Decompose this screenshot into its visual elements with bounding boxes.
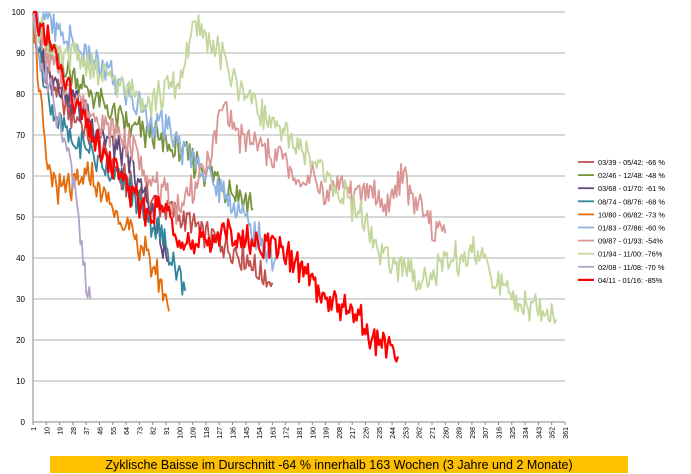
legend-label: 02/08 - 11/08: -70 % xyxy=(598,263,665,272)
series-line xyxy=(32,11,254,214)
x-tick-label: 136 xyxy=(231,427,238,439)
x-tick-label: 235 xyxy=(377,427,384,439)
x-tick-label: 190 xyxy=(310,427,317,439)
y-tick-label: 40 xyxy=(16,254,25,263)
series-line xyxy=(32,11,557,325)
y-tick-label: 50 xyxy=(16,213,25,222)
x-tick-label: 127 xyxy=(217,427,224,439)
x-tick-label: 28 xyxy=(71,427,78,435)
x-tick-label: 172 xyxy=(284,427,291,439)
x-tick-label: 280 xyxy=(443,427,450,439)
legend-label: 10/80 - 06/82: -73 % xyxy=(598,210,665,219)
x-tick-label: 325 xyxy=(510,427,517,439)
x-tick-label: 262 xyxy=(417,427,424,439)
y-tick-label: 100 xyxy=(12,8,26,17)
y-tick-label: 0 xyxy=(21,418,26,427)
legend-label: 09/87 - 01/93: -54% xyxy=(598,237,663,246)
x-tick-label: 82 xyxy=(151,427,158,435)
x-tick-label: 208 xyxy=(337,427,344,439)
legend-label: 01/83 - 07/86: -60 % xyxy=(598,224,665,233)
x-tick-label: 91 xyxy=(164,427,171,435)
legend-label: 08/74 - 08/76: -68 % xyxy=(598,197,665,206)
x-tick-label: 19 xyxy=(58,427,65,435)
x-tick-label: 343 xyxy=(536,427,543,439)
y-tick-label: 80 xyxy=(16,90,25,99)
x-tick-label: 253 xyxy=(403,427,410,439)
y-tick-label: 30 xyxy=(16,295,25,304)
x-tick-label: 217 xyxy=(350,427,357,439)
series-line xyxy=(32,11,92,300)
x-tick-label: 55 xyxy=(111,427,118,435)
legend-label: 03/39 - 05/42: -66 % xyxy=(598,158,665,167)
legend-label: 02/46 - 12/48: -48 % xyxy=(598,171,665,180)
series-line xyxy=(33,11,447,242)
x-tick-label: 10 xyxy=(44,427,51,435)
y-tick-label: 70 xyxy=(16,131,25,140)
x-tick-label: 154 xyxy=(257,427,264,439)
x-tick-label: 73 xyxy=(137,427,144,435)
y-tick-label: 10 xyxy=(16,377,25,386)
x-tick-label: 163 xyxy=(270,427,277,439)
x-tick-label: 118 xyxy=(204,427,211,438)
legend-label: 01/94 - 11/00: -76% xyxy=(598,250,663,259)
x-tick-label: 64 xyxy=(124,427,131,435)
series-line xyxy=(32,11,170,312)
y-tick-label: 90 xyxy=(16,49,25,58)
x-tick-label: 46 xyxy=(98,427,105,435)
x-tick-label: 145 xyxy=(244,427,251,439)
legend-label: 04/11 - 01/16: -85% xyxy=(598,276,663,285)
x-tick-label: 244 xyxy=(390,427,397,439)
x-tick-label: 334 xyxy=(523,427,530,439)
x-tick-label: 100 xyxy=(177,427,184,439)
y-tick-label: 60 xyxy=(16,172,25,181)
chart-caption: Zyklische Baisse im Durschnitt -64 % inn… xyxy=(50,456,628,473)
x-tick-label: 226 xyxy=(364,427,371,439)
x-tick-label: 1 xyxy=(31,427,38,431)
x-tick-label: 361 xyxy=(563,427,570,439)
x-tick-label: 109 xyxy=(191,427,198,439)
x-tick-label: 316 xyxy=(497,427,504,439)
legend-label: 03/68 - 01/70: -61 % xyxy=(598,184,665,193)
x-tick-label: 37 xyxy=(84,427,91,435)
y-tick-label: 20 xyxy=(16,336,25,345)
x-tick-label: 181 xyxy=(297,427,304,439)
x-tick-label: 307 xyxy=(483,427,490,439)
series-line xyxy=(33,10,400,363)
series-line xyxy=(32,11,187,296)
x-tick-label: 352 xyxy=(550,427,557,439)
x-tick-label: 199 xyxy=(324,427,331,439)
x-tick-label: 271 xyxy=(430,427,437,439)
x-tick-label: 289 xyxy=(457,427,464,439)
x-tick-label: 298 xyxy=(470,427,477,439)
